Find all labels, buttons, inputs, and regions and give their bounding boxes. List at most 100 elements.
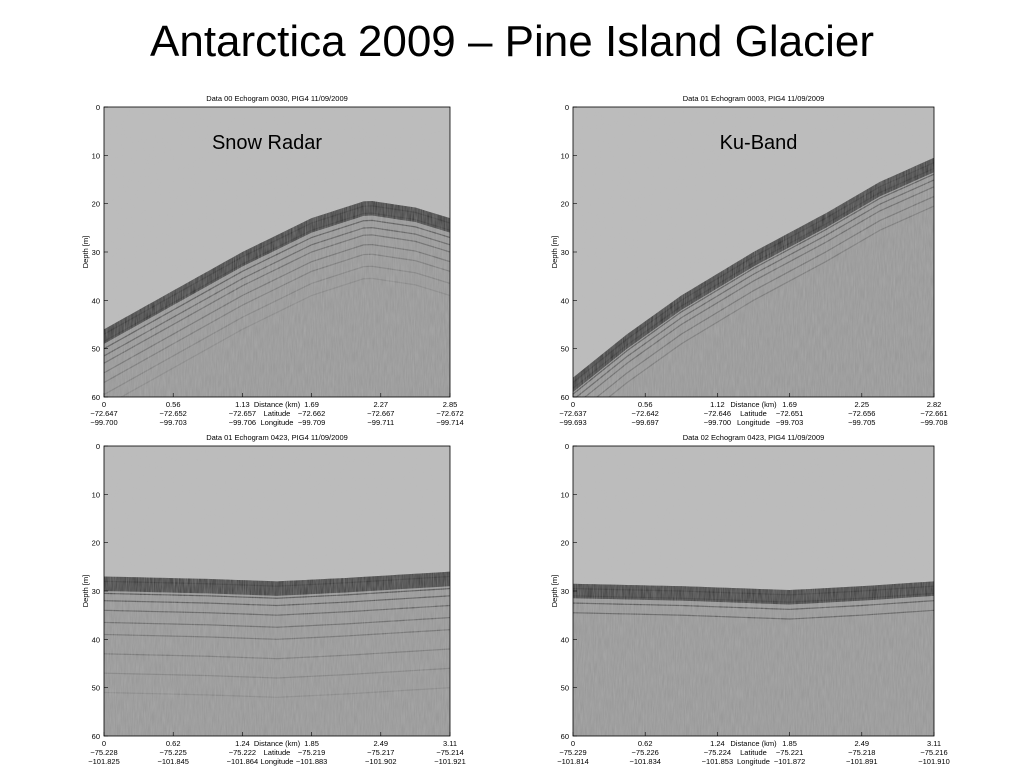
echogram-image: [104, 446, 450, 736]
x-tick-label: −75.217: [367, 748, 394, 757]
y-tick-label: 30: [92, 587, 100, 596]
panel-title: Data 02 Echogram 0423, PIG4 11/09/2009: [683, 433, 825, 442]
y-tick-label: 50: [92, 345, 100, 354]
y-axis-label: Depth [m]: [550, 236, 559, 269]
x-tick-label: −75.225: [160, 748, 187, 757]
x-tick-label: −72.646: [704, 409, 731, 418]
x-tick-label: −101.910: [918, 757, 950, 766]
x-row-label: Longitude: [261, 757, 294, 766]
echogram-image: [573, 107, 934, 397]
x-tick-label: −99.693: [559, 418, 586, 427]
y-tick-label: 20: [92, 200, 100, 209]
x-tick-label: 3.11: [443, 739, 457, 748]
x-row-label: Latitude: [740, 748, 767, 757]
x-tick-label: −72.637: [559, 409, 586, 418]
x-tick-label: −101.872: [774, 757, 806, 766]
x-row-label: Latitude: [264, 409, 291, 418]
noise: [573, 107, 934, 397]
y-tick-label: 60: [561, 393, 569, 402]
echogram-panel: Data 02 Echogram 0423, PIG4 11/09/2009 0 1…: [550, 433, 950, 766]
y-tick-label: 60: [92, 732, 100, 741]
x-tick-label: −72.651: [776, 409, 803, 418]
echogram-image: [573, 446, 934, 736]
x-tick-label: −75.224: [704, 748, 731, 757]
x-tick-label: 0.56: [166, 400, 181, 409]
x-tick-label: −75.218: [848, 748, 875, 757]
x-row-label: Longitude: [737, 418, 770, 427]
x-tick-label: −99.709: [298, 418, 325, 427]
x-tick-label: 0: [571, 400, 575, 409]
echogram-image: [104, 107, 450, 397]
y-tick-label: 10: [92, 151, 100, 160]
x-tick-label: 2.85: [443, 400, 458, 409]
x-row-label: Distance (km): [730, 739, 777, 748]
x-tick-label: 2.49: [373, 739, 388, 748]
x-tick-label: −99.714: [436, 418, 463, 427]
x-tick-label: −72.662: [298, 409, 325, 418]
x-tick-label: −99.700: [90, 418, 117, 427]
x-tick-label: 0.56: [638, 400, 653, 409]
y-tick-label: 20: [561, 539, 569, 548]
x-tick-label: −75.214: [436, 748, 463, 757]
y-axis-label: Depth [m]: [81, 236, 90, 269]
x-tick-label: −101.902: [365, 757, 397, 766]
x-tick-label: −101.814: [557, 757, 589, 766]
y-tick-label: 50: [92, 684, 100, 693]
y-tick-label: 40: [561, 635, 569, 644]
y-tick-label: 20: [561, 200, 569, 209]
x-tick-label: 1.69: [304, 400, 319, 409]
x-tick-label: −101.921: [434, 757, 466, 766]
x-tick-label: 2.82: [927, 400, 942, 409]
y-tick-label: 0: [96, 103, 100, 112]
x-tick-label: −99.703: [776, 418, 803, 427]
echogram-panel: Data 01 Echogram 0423, PIG4 11/09/2009 0 1…: [81, 433, 466, 766]
x-row-label: Longitude: [261, 418, 294, 427]
panel-title: Data 01 Echogram 0003, PIG4 11/09/2009: [683, 94, 825, 103]
x-tick-label: −99.697: [632, 418, 659, 427]
x-tick-label: 0.62: [638, 739, 653, 748]
panel-title: Data 01 Echogram 0423, PIG4 11/09/2009: [206, 433, 348, 442]
x-tick-label: −75.222: [229, 748, 256, 757]
x-tick-label: −75.226: [632, 748, 659, 757]
x-tick-label: −101.825: [88, 757, 120, 766]
x-tick-label: 1.24: [710, 739, 725, 748]
y-axis-label: Depth [m]: [81, 575, 90, 608]
echogram-panel: Data 00 Echogram 0030, PIG4 11/09/2009 Sn…: [81, 94, 464, 427]
x-tick-label: −101.845: [157, 757, 189, 766]
x-tick-label: −75.221: [776, 748, 803, 757]
x-tick-label: −101.883: [296, 757, 328, 766]
x-row-label: Distance (km): [730, 400, 777, 409]
x-row-label: Distance (km): [254, 400, 301, 409]
x-tick-label: −99.705: [848, 418, 875, 427]
y-tick-label: 30: [561, 248, 569, 257]
x-tick-label: 0: [571, 739, 575, 748]
y-tick-label: 30: [92, 248, 100, 257]
echogram-panel: Data 01 Echogram 0003, PIG4 11/09/2009 Ku…: [550, 94, 948, 427]
x-tick-label: −99.706: [229, 418, 256, 427]
x-tick-label: 0.62: [166, 739, 181, 748]
y-tick-label: 50: [561, 684, 569, 693]
x-tick-label: −75.228: [90, 748, 117, 757]
y-tick-label: 60: [92, 393, 100, 402]
x-tick-label: −72.642: [632, 409, 659, 418]
x-tick-label: −99.711: [367, 418, 394, 427]
radar-label: Ku-Band: [720, 132, 798, 154]
y-tick-label: 30: [561, 587, 569, 596]
x-tick-label: 2.27: [373, 400, 388, 409]
x-tick-label: 1.12: [710, 400, 725, 409]
x-tick-label: −99.703: [160, 418, 187, 427]
slide-title: Antarctica 2009 – Pine Island Glacier: [150, 17, 874, 66]
noise: [104, 446, 450, 736]
x-tick-label: −72.656: [848, 409, 875, 418]
y-tick-label: 40: [92, 635, 100, 644]
y-tick-label: 10: [561, 490, 569, 499]
panel-title: Data 00 Echogram 0030, PIG4 11/09/2009: [206, 94, 348, 103]
noise: [104, 107, 450, 397]
y-tick-label: 0: [96, 442, 100, 451]
y-tick-label: 40: [92, 296, 100, 305]
x-tick-label: −72.652: [160, 409, 187, 418]
x-row-label: Latitude: [264, 748, 291, 757]
noise: [573, 446, 934, 736]
x-tick-label: −75.216: [920, 748, 947, 757]
